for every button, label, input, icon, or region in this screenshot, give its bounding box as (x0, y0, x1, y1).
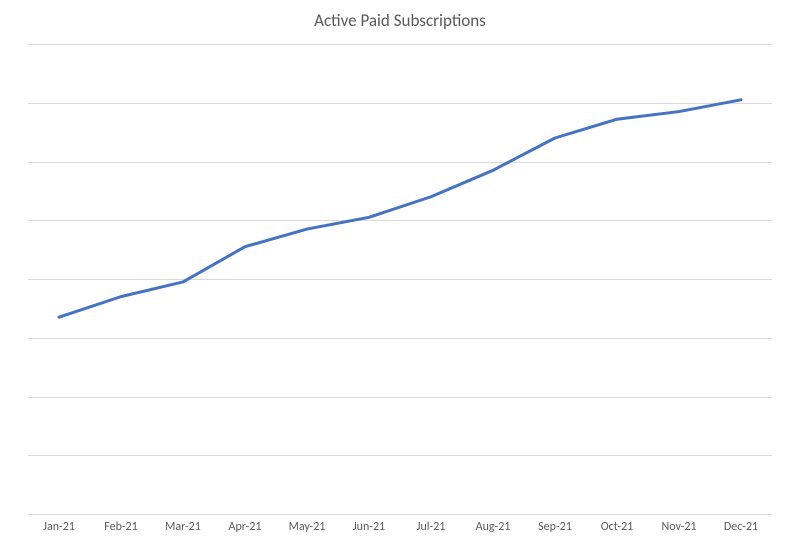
x-axis-label: Jan-21 (28, 514, 90, 544)
x-axis-labels: Jan-21Feb-21Mar-21Apr-21May-21Jun-21Jul-… (28, 514, 772, 544)
x-axis-label: Jun-21 (338, 514, 400, 544)
x-axis-label: May-21 (276, 514, 338, 544)
series-line (59, 100, 741, 317)
x-axis-label: Aug-21 (462, 514, 524, 544)
line-series (28, 44, 772, 514)
x-axis-label: Feb-21 (90, 514, 152, 544)
x-axis-label: Dec-21 (710, 514, 772, 544)
line-chart: Active Paid Subscriptions Jan-21Feb-21Ma… (0, 0, 800, 553)
chart-title: Active Paid Subscriptions (0, 10, 800, 31)
x-axis-label: Oct-21 (586, 514, 648, 544)
x-axis-label: Mar-21 (152, 514, 214, 544)
x-axis-label: Jul-21 (400, 514, 462, 544)
x-axis-label: Sep-21 (524, 514, 586, 544)
x-axis-label: Apr-21 (214, 514, 276, 544)
x-axis-label: Nov-21 (648, 514, 710, 544)
plot-area: Jan-21Feb-21Mar-21Apr-21May-21Jun-21Jul-… (28, 44, 772, 514)
